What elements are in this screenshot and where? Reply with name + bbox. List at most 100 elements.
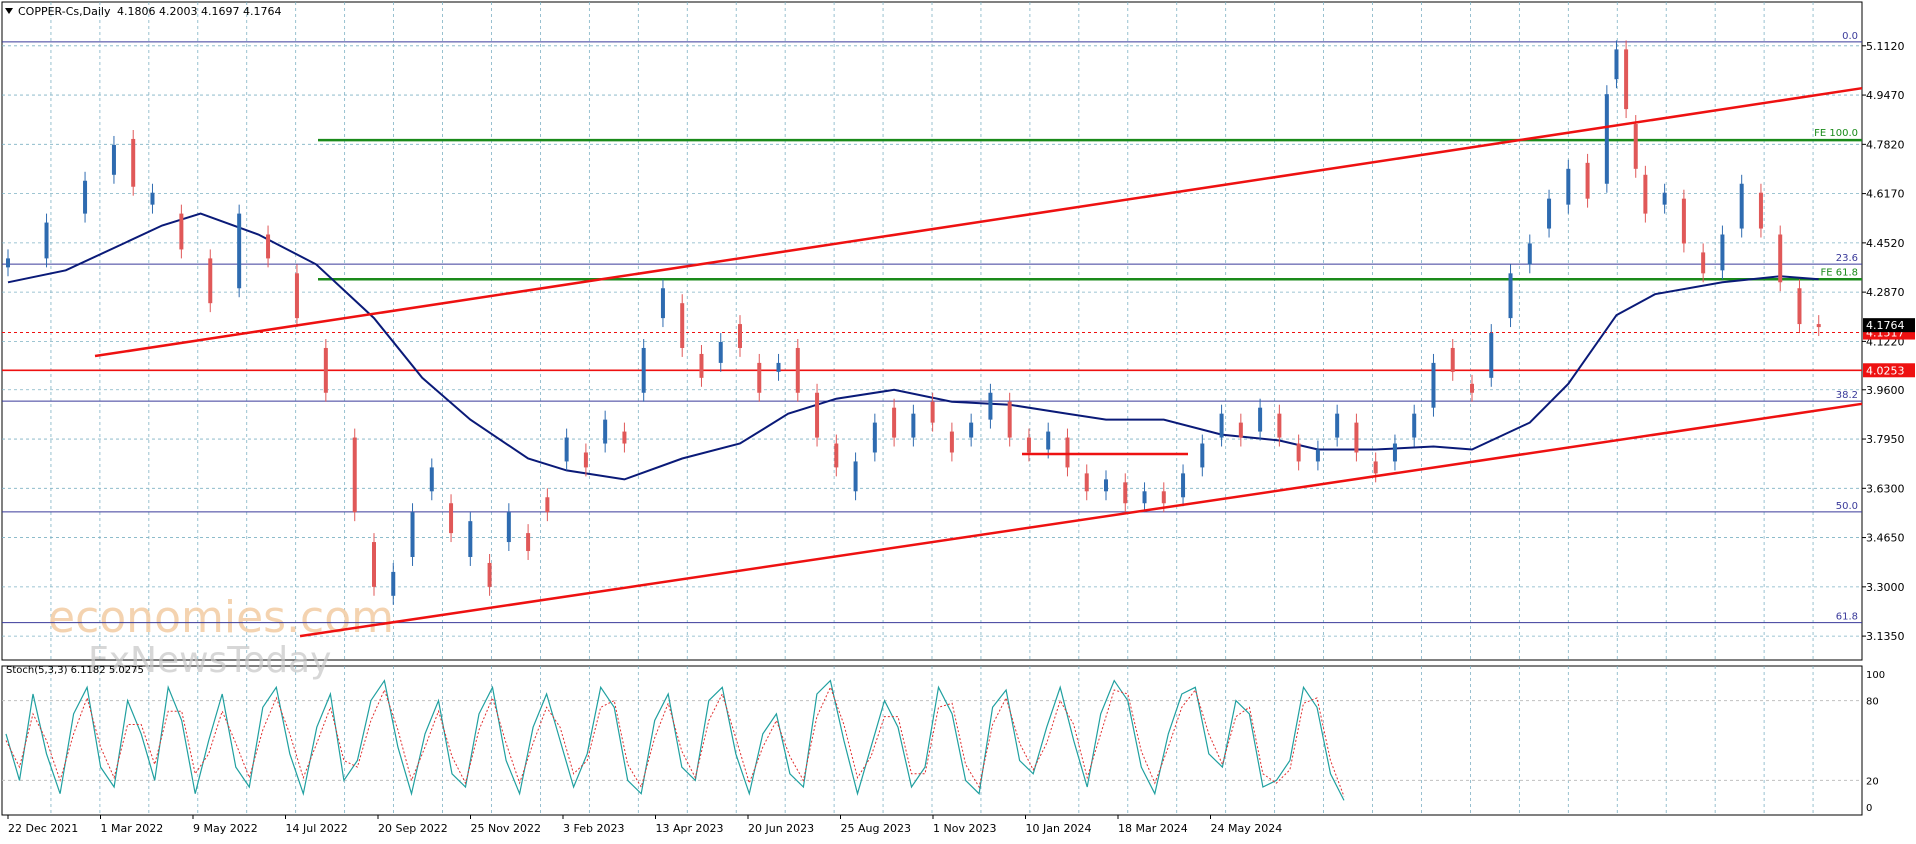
x-tick-label: 18 Mar 2024 bbox=[1118, 822, 1188, 835]
candle-body bbox=[911, 413, 916, 438]
candle-body bbox=[1508, 273, 1513, 319]
candle-body bbox=[44, 222, 49, 259]
candle-body bbox=[391, 571, 396, 596]
candle-body bbox=[323, 347, 328, 393]
candle-body bbox=[872, 422, 877, 453]
candle-body bbox=[892, 407, 897, 438]
candle-body bbox=[680, 303, 685, 348]
candle-body bbox=[776, 362, 781, 372]
candle-body bbox=[738, 324, 742, 348]
x-tick-label: 14 Jul 2022 bbox=[286, 822, 348, 835]
watermark-brand: economies.com bbox=[48, 592, 394, 643]
channel-lines bbox=[94, 86, 1863, 638]
candle-body bbox=[1566, 168, 1571, 205]
candle-body bbox=[545, 497, 550, 513]
candle-body bbox=[1585, 162, 1590, 199]
x-tick-label: 20 Jun 2023 bbox=[748, 822, 814, 835]
candle-body bbox=[1758, 192, 1763, 229]
dropdown-triangle-icon[interactable] bbox=[5, 8, 13, 14]
candle-body bbox=[1142, 491, 1147, 504]
candle-body bbox=[1181, 473, 1186, 498]
ohlc-values: 4.1806 4.2003 4.1697 4.1764 bbox=[117, 5, 281, 18]
candle-body bbox=[603, 419, 608, 444]
candle-body bbox=[1816, 324, 1821, 328]
price-axis: 5.11204.94704.78204.61704.45204.28704.12… bbox=[1862, 40, 1915, 814]
candle-body bbox=[834, 443, 839, 468]
candle-body bbox=[266, 234, 271, 259]
candle-body bbox=[449, 503, 454, 534]
y-tick-label: 4.2870 bbox=[1866, 286, 1905, 299]
candle-body bbox=[1084, 473, 1089, 492]
candle-body bbox=[1633, 124, 1638, 169]
candle-body bbox=[1547, 198, 1552, 229]
candle-body bbox=[372, 542, 376, 587]
time-axis: 22 Dec 2021 1 Mar 2022 9 May 2022 14 Jul 20… bbox=[7, 815, 1282, 835]
watermark-tagline: FxNewsToday bbox=[88, 640, 331, 681]
candle-body bbox=[660, 288, 665, 319]
fib-level-label: 38.2 bbox=[1836, 390, 1858, 401]
candle-body bbox=[622, 431, 627, 444]
stoch-y-label: 0 bbox=[1866, 803, 1872, 814]
candle-body bbox=[1238, 422, 1243, 438]
candle-body bbox=[1450, 347, 1455, 372]
candle-body bbox=[583, 452, 588, 468]
candle-body bbox=[1354, 422, 1359, 453]
candle-body bbox=[1219, 413, 1224, 438]
candle-body bbox=[1123, 482, 1128, 504]
y-tick-label: 4.7820 bbox=[1866, 138, 1905, 151]
candle-body bbox=[1258, 407, 1263, 432]
fib-level-label: 0.0 bbox=[1842, 31, 1858, 42]
candle-body bbox=[1720, 234, 1725, 271]
candle-body bbox=[1007, 401, 1012, 438]
candle-body bbox=[1412, 413, 1417, 438]
candle-body bbox=[1026, 437, 1031, 453]
candle-body bbox=[815, 392, 820, 438]
stoch-signal-line bbox=[5, 685, 1345, 797]
channel-line-upper bbox=[94, 86, 1863, 358]
fib-level-label: 50.0 bbox=[1836, 501, 1858, 512]
candle-body bbox=[699, 353, 704, 378]
candle-body bbox=[1797, 288, 1802, 325]
candles bbox=[6, 40, 1821, 605]
candle-body bbox=[111, 144, 116, 175]
symbol-label: COPPER-Cs,Daily bbox=[18, 5, 111, 18]
x-tick-label: 13 Apr 2023 bbox=[656, 822, 724, 835]
candle-body bbox=[1104, 479, 1108, 492]
candle-body bbox=[718, 342, 723, 363]
current-price-label: 4.1764 bbox=[1866, 319, 1905, 332]
fe-level-label: FE 61.8 bbox=[1820, 267, 1858, 278]
candle-body bbox=[969, 422, 974, 438]
x-tick-label: 22 Dec 2021 bbox=[8, 822, 78, 835]
candle-body bbox=[237, 213, 242, 289]
stoch-title: Stoch(5,3,3) 6.1182 5.0275 bbox=[6, 665, 144, 676]
stochastic-panel bbox=[2, 679, 1862, 801]
candle-body bbox=[352, 437, 357, 513]
candle-body bbox=[1701, 252, 1706, 274]
candle-body bbox=[1373, 461, 1378, 474]
x-tick-label: 25 Nov 2022 bbox=[471, 822, 541, 835]
moving-average bbox=[7, 212, 1819, 481]
stoch-y-label: 100 bbox=[1866, 670, 1885, 681]
moving-average-line bbox=[7, 212, 1819, 481]
y-tick-label: 3.9600 bbox=[1866, 384, 1905, 397]
candle-body bbox=[1065, 437, 1070, 468]
candle-body bbox=[1739, 183, 1744, 229]
candle-body bbox=[150, 192, 155, 205]
fe-level-label: FE 100.0 bbox=[1814, 128, 1858, 139]
candle-body bbox=[1604, 94, 1609, 184]
candle-body bbox=[1161, 491, 1166, 504]
candle-body bbox=[1681, 198, 1686, 244]
candle-body bbox=[1624, 49, 1629, 110]
candle-body bbox=[641, 347, 646, 393]
candle-body bbox=[1335, 413, 1340, 438]
candle-body bbox=[1277, 413, 1282, 438]
candle-body bbox=[757, 362, 762, 393]
x-tick-label: 25 Aug 2023 bbox=[841, 822, 911, 835]
y-tick-label: 3.4650 bbox=[1866, 532, 1905, 545]
candle-body bbox=[1614, 49, 1619, 80]
candle-body bbox=[988, 392, 993, 420]
candle-body bbox=[1046, 431, 1051, 450]
